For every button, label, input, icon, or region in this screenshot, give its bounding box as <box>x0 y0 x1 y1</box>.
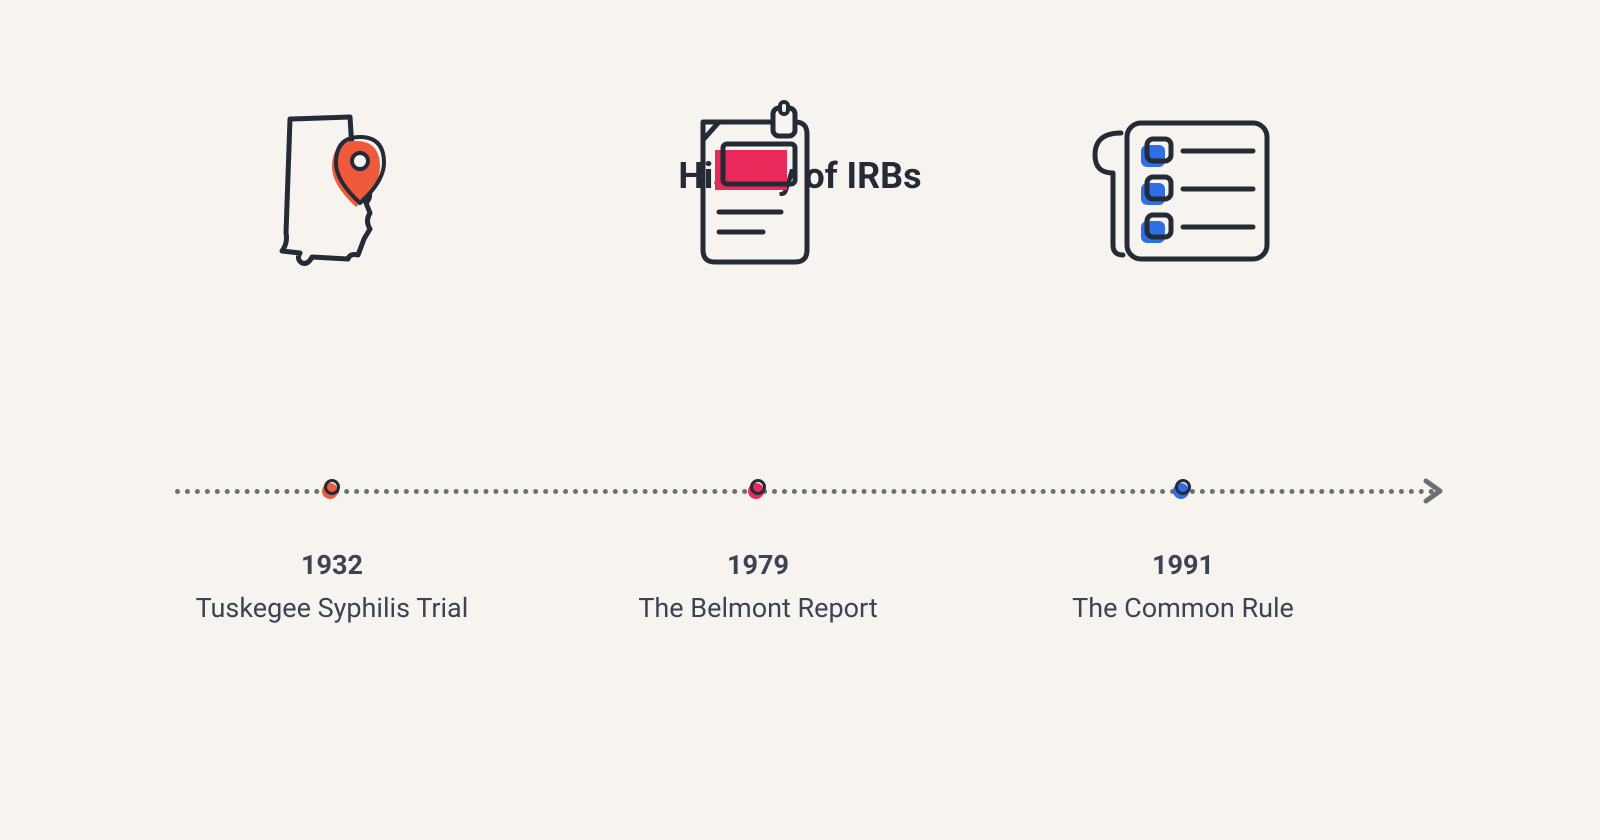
event-year: 1979 <box>558 549 958 581</box>
timeline-marker <box>747 479 769 501</box>
event-label: Tuskegee Syphilis Trial <box>132 592 532 624</box>
alabama-pin-icon <box>252 105 412 279</box>
event-label: The Belmont Report <box>558 592 958 624</box>
timeline-marker <box>1172 479 1194 501</box>
event-year: 1932 <box>132 549 532 581</box>
report-doc-icon <box>673 100 843 279</box>
timeline-marker <box>321 479 343 501</box>
event-label: The Common Rule <box>983 592 1383 624</box>
event-year: 1991 <box>983 549 1383 581</box>
checklist-doc-icon <box>1083 105 1283 279</box>
timeline-arrow-icon <box>1420 477 1448 509</box>
timeline-line <box>175 489 1435 494</box>
